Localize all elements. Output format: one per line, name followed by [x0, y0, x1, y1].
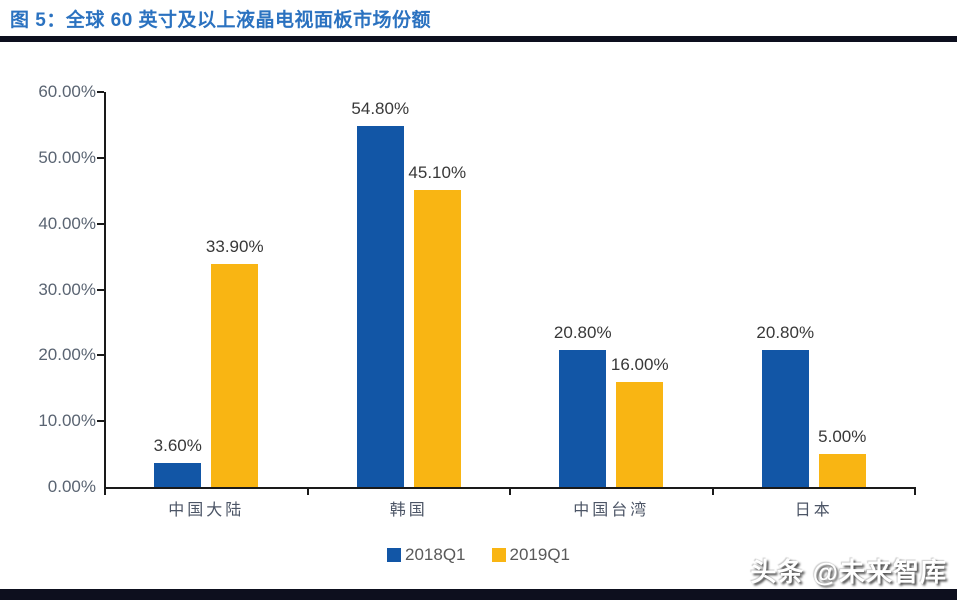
- footer-bar: [0, 589, 957, 600]
- x-category-label: 中国大陆: [168, 502, 245, 519]
- x-category-label: 日本: [794, 502, 833, 519]
- y-tick-label: 40.00%: [38, 213, 96, 233]
- legend-item-2018Q1: 2018Q1: [387, 546, 466, 564]
- y-tick-label: 0.00%: [47, 477, 96, 496]
- bar-2019Q1: [616, 381, 664, 487]
- bar-2018Q1: [559, 350, 607, 487]
- y-tick-mark: [97, 222, 104, 225]
- y-tick-label: 10.00%: [38, 411, 96, 431]
- legend-label: 2018Q1: [405, 545, 466, 564]
- bar-value-label: 20.80%: [553, 323, 612, 343]
- legend-swatch-icon: [387, 548, 401, 562]
- bar-value-label: 3.60%: [153, 436, 202, 456]
- x-tick-mark: [711, 489, 714, 495]
- y-tick-mark: [97, 156, 104, 159]
- x-axis-line: [104, 487, 916, 489]
- bar-2018Q1: [356, 126, 404, 487]
- header-divider: [0, 36, 957, 42]
- chart-legend: 2018Q1 2019Q1: [0, 546, 957, 564]
- bar-2018Q1: [761, 350, 809, 487]
- legend-label: 2019Q1: [509, 545, 571, 564]
- bar-value-label: 5.00%: [818, 427, 867, 447]
- bar-2019Q1: [413, 190, 461, 487]
- y-tick-label: 30.00%: [38, 279, 96, 299]
- legend-item-2019Q1: 2019Q1: [491, 545, 571, 564]
- watermark: 头条 @未来智库: [750, 557, 947, 587]
- y-tick-mark: [97, 91, 104, 93]
- y-tick-label: 60.00%: [38, 82, 96, 101]
- x-tick-mark: [509, 489, 511, 495]
- x-tick-mark: [914, 489, 916, 495]
- bar-value-label: 54.80%: [351, 99, 410, 119]
- legend-swatch-icon: [491, 548, 506, 562]
- y-tick-label: 50.00%: [38, 147, 96, 167]
- y-tick-mark: [97, 354, 104, 357]
- bar-value-label: 16.00%: [610, 354, 669, 374]
- x-tick-mark: [104, 489, 106, 495]
- bar-2018Q1: [154, 463, 202, 487]
- y-tick-mark: [97, 288, 104, 291]
- y-tick-label: 20.00%: [38, 345, 96, 365]
- x-tick-mark: [306, 489, 309, 495]
- bar-value-label: 45.10%: [408, 163, 467, 183]
- x-category-label: 中国台湾: [573, 502, 650, 519]
- y-axis-line: [104, 92, 106, 489]
- bar-value-label: 33.90%: [205, 236, 264, 256]
- y-tick-mark: [97, 420, 104, 423]
- bar-value-label: 20.80%: [756, 323, 815, 343]
- figure-title: 图 5：全球 60 英寸及以上液晶电视面板市场份额: [10, 10, 432, 31]
- x-category-label: 韩国: [389, 502, 428, 519]
- bar-2019Q1: [211, 263, 259, 487]
- bar-2019Q1: [818, 454, 866, 487]
